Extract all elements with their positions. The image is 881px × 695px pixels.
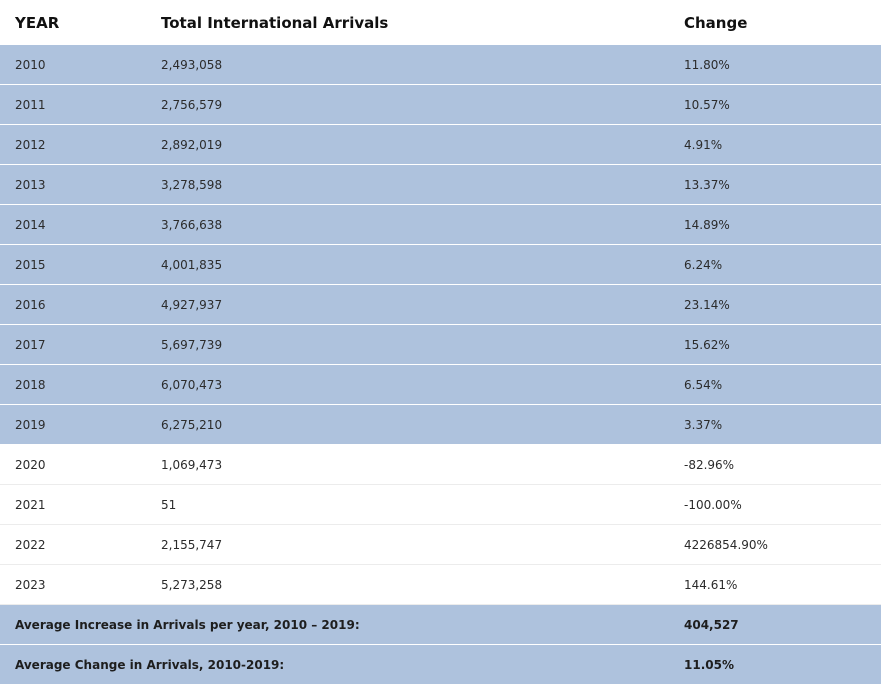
- cell-arrivals: 2,493,058: [161, 45, 684, 85]
- cell-change: 15.62%: [684, 324, 881, 365]
- table-row: 2016 4,927,937 23.14%: [0, 284, 881, 325]
- cell-year: 2012: [0, 124, 161, 165]
- cell-arrivals: 6,070,473: [161, 364, 684, 405]
- cell-change: 6.24%: [684, 244, 881, 285]
- cell-change: 11.80%: [684, 45, 881, 85]
- header-change: Change: [684, 0, 881, 45]
- cell-year: 2010: [0, 45, 161, 85]
- table-header: YEAR Total International Arrivals Change: [0, 0, 881, 45]
- table-row: 2021 51 -100.00%: [0, 484, 881, 525]
- cell-year: 2023: [0, 564, 161, 605]
- table-row: 2015 4,001,835 6.24%: [0, 244, 881, 285]
- table-row: 2010 2,493,058 11.80%: [0, 45, 881, 85]
- cell-arrivals: 2,756,579: [161, 84, 684, 125]
- cell-year: 2021: [0, 484, 161, 525]
- cell-year: 2017: [0, 324, 161, 365]
- cell-year: 2016: [0, 284, 161, 325]
- cell-year: 2019: [0, 404, 161, 445]
- cell-arrivals: 3,278,598: [161, 164, 684, 205]
- cell-change: 144.61%: [684, 564, 881, 605]
- summary-label: Average Increase in Arrivals per year, 2…: [0, 604, 684, 645]
- cell-change: -82.96%: [684, 444, 881, 485]
- cell-change: 14.89%: [684, 204, 881, 245]
- header-total-arrivals: Total International Arrivals: [161, 0, 684, 45]
- table-row: 2023 5,273,258 144.61%: [0, 564, 881, 605]
- cell-arrivals: 4,927,937: [161, 284, 684, 325]
- table-row: 2017 5,697,739 15.62%: [0, 324, 881, 365]
- cell-arrivals: 5,697,739: [161, 324, 684, 365]
- summary-row-average-increase: Average Increase in Arrivals per year, 2…: [0, 604, 881, 645]
- cell-arrivals: 1,069,473: [161, 444, 684, 485]
- cell-year: 2011: [0, 84, 161, 125]
- table-summary: Average Increase in Arrivals per year, 2…: [0, 604, 881, 684]
- cell-change: 6.54%: [684, 364, 881, 405]
- cell-year: 2020: [0, 444, 161, 485]
- table-row: 2022 2,155,747 4226854.90%: [0, 524, 881, 565]
- cell-arrivals: 4,001,835: [161, 244, 684, 285]
- header-row: YEAR Total International Arrivals Change: [0, 0, 881, 45]
- table-row: 2020 1,069,473 -82.96%: [0, 444, 881, 485]
- cell-year: 2013: [0, 164, 161, 205]
- cell-arrivals: 3,766,638: [161, 204, 684, 245]
- cell-arrivals: 6,275,210: [161, 404, 684, 445]
- summary-label: Average Change in Arrivals, 2010-2019:: [0, 644, 684, 684]
- table-row: 2018 6,070,473 6.54%: [0, 364, 881, 405]
- cell-change: 10.57%: [684, 84, 881, 125]
- cell-arrivals: 51: [161, 484, 684, 525]
- table-row: 2011 2,756,579 10.57%: [0, 84, 881, 125]
- cell-change: 23.14%: [684, 284, 881, 325]
- table-row: 2012 2,892,019 4.91%: [0, 124, 881, 165]
- summary-value: 11.05%: [684, 644, 881, 684]
- table-row: 2013 3,278,598 13.37%: [0, 164, 881, 205]
- cell-change: 3.37%: [684, 404, 881, 445]
- cell-arrivals: 2,155,747: [161, 524, 684, 565]
- cell-change: -100.00%: [684, 484, 881, 525]
- cell-year: 2015: [0, 244, 161, 285]
- cell-change: 4226854.90%: [684, 524, 881, 565]
- cell-change: 4.91%: [684, 124, 881, 165]
- cell-arrivals: 2,892,019: [161, 124, 684, 165]
- cell-change: 13.37%: [684, 164, 881, 205]
- table-row: 2019 6,275,210 3.37%: [0, 404, 881, 445]
- table-body: 2010 2,493,058 11.80% 2011 2,756,579 10.57% 20…: [0, 45, 881, 605]
- cell-year: 2022: [0, 524, 161, 565]
- summary-value: 404,527: [684, 604, 881, 645]
- summary-row-average-change: Average Change in Arrivals, 2010-2019: 1…: [0, 644, 881, 684]
- cell-arrivals: 5,273,258: [161, 564, 684, 605]
- cell-year: 2014: [0, 204, 161, 245]
- header-year: YEAR: [0, 0, 161, 45]
- table-row: 2014 3,766,638 14.89%: [0, 204, 881, 245]
- cell-year: 2018: [0, 364, 161, 405]
